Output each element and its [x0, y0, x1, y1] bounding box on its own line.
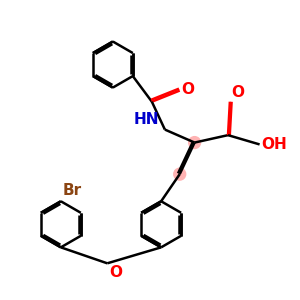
Text: O: O	[109, 265, 122, 280]
Circle shape	[174, 168, 186, 180]
Text: HN: HN	[134, 112, 159, 127]
Text: Br: Br	[63, 183, 82, 198]
Text: O: O	[182, 82, 195, 97]
Text: OH: OH	[262, 137, 287, 152]
Circle shape	[189, 136, 200, 148]
Text: O: O	[232, 85, 245, 100]
